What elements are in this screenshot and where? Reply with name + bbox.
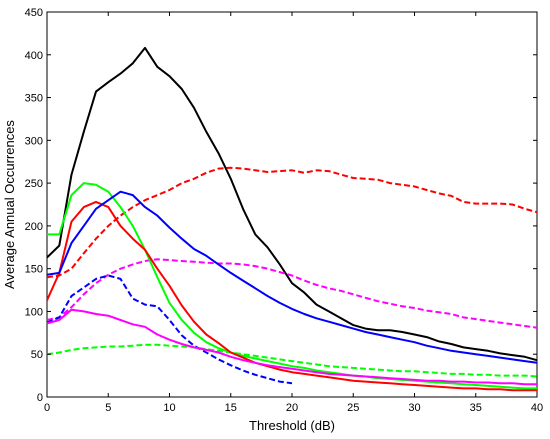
series-layer (46, 46, 538, 392)
x-tick-label: 20 (286, 402, 298, 414)
y-tick-label: 250 (25, 178, 43, 190)
series-line-6 (47, 182, 537, 390)
x-axis-title: Threshold (dB) (249, 418, 335, 433)
y-tick-label: 350 (25, 93, 43, 105)
x-tick-label: 5 (105, 402, 111, 414)
plot-area (46, 11, 538, 398)
y-tick-label: 400 (25, 50, 43, 62)
y-tick-label: 50 (31, 349, 43, 361)
series-line-7 (46, 200, 537, 392)
series-line-9 (46, 308, 537, 386)
x-tick-label: 25 (347, 402, 359, 414)
tick-layer: 0 5 10 15 20 25 30 35 40050100150200250300350400… (25, 7, 543, 414)
y-tick-label: 200 (25, 221, 43, 233)
plot-frame (46, 11, 538, 398)
y-tick-label: 100 (25, 306, 43, 318)
x-tick-label: 30 (408, 402, 420, 414)
series-line-4 (46, 274, 293, 385)
x-tick-label: 35 (470, 402, 482, 414)
series-line-1 (46, 46, 538, 362)
series-line-8 (46, 190, 538, 364)
series-line-5 (46, 343, 538, 378)
y-tick-label: 0 (37, 392, 43, 404)
x-tick-label: 40 (531, 402, 543, 414)
y-axis-title: Average Annual Occurrences (2, 120, 17, 289)
y-tick-label: 300 (25, 135, 43, 147)
x-tick-label: 0 (44, 402, 50, 414)
x-tick-label: 15 (225, 402, 237, 414)
series-line-2 (46, 166, 538, 279)
y-tick-label: 150 (25, 264, 43, 276)
y-tick-label: 450 (25, 7, 43, 19)
series-line-3 (46, 258, 538, 329)
x-tick-label: 10 (163, 402, 175, 414)
